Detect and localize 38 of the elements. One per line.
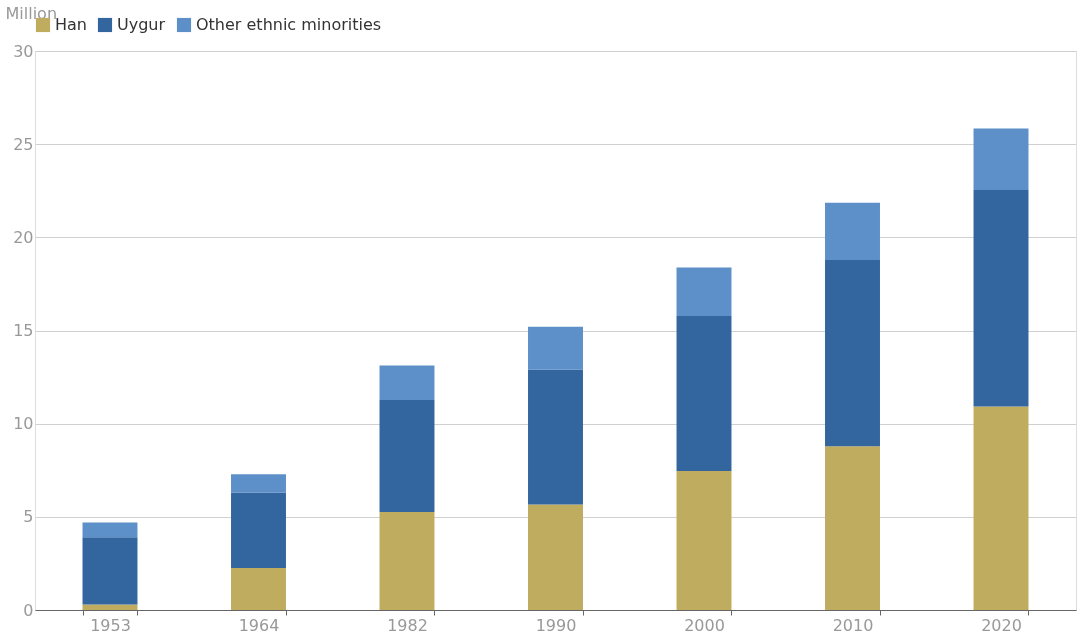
- bar: [528, 326, 583, 370]
- bar: [825, 446, 880, 610]
- bar: [825, 202, 880, 260]
- bar: [231, 492, 286, 569]
- bar: [231, 568, 286, 610]
- x-tick-label: 1990: [535, 615, 577, 635]
- bar: [379, 365, 435, 400]
- bar: [528, 504, 583, 610]
- bar: [82, 522, 138, 538]
- legend-label: Other ethnic minorities: [196, 15, 382, 34]
- x-tick-label: 2000: [684, 615, 725, 635]
- y-tick-label: 5: [23, 507, 34, 527]
- x-tick-label: 1982: [387, 615, 428, 635]
- y-tick-label: 20: [13, 227, 34, 247]
- bar: [973, 128, 1029, 190]
- y-tick-label: 30: [13, 41, 34, 61]
- bar: [973, 406, 1029, 610]
- bar: [676, 267, 732, 316]
- legend-label: Han: [55, 15, 87, 34]
- y-tick-label: 10: [13, 414, 34, 434]
- x-tick-label: 1964: [238, 615, 280, 635]
- bar: [82, 604, 138, 610]
- x-tick-label: 2010: [832, 615, 874, 635]
- bar: [973, 190, 1029, 407]
- bar: [379, 511, 435, 610]
- bar: [379, 400, 435, 512]
- x-tick-label: 2020: [981, 615, 1022, 635]
- bar: [825, 259, 880, 447]
- y-tick-label: 0: [23, 600, 34, 620]
- y-tick-label: 15: [13, 321, 34, 340]
- bar: [231, 474, 286, 493]
- legend-label: Uygur: [117, 15, 166, 34]
- bar: [676, 471, 732, 610]
- bar: [82, 537, 138, 605]
- x-tick-label: 1953: [90, 615, 131, 635]
- bar: [676, 315, 732, 471]
- y-tick-label: 25: [13, 134, 34, 154]
- bar: [528, 369, 583, 505]
